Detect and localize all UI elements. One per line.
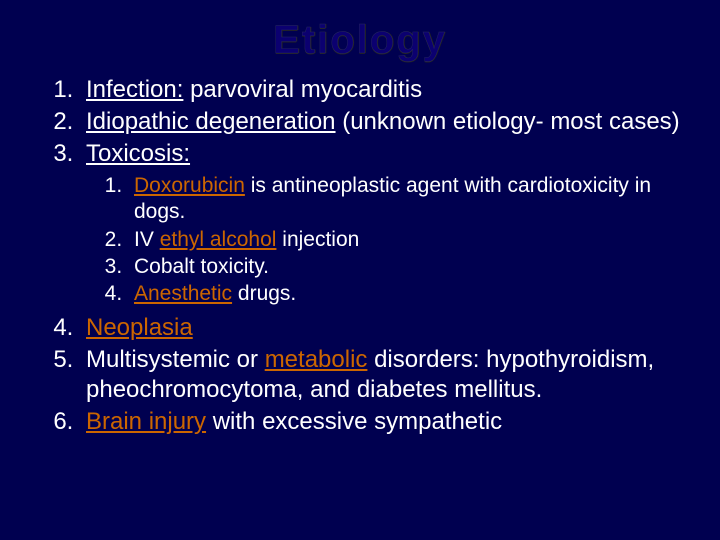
sub-anesthetic-text: drugs. [232,282,296,305]
item-multisystemic-pre: Multisystemic or [86,346,265,373]
item-toxicosis-label: Toxicosis: [86,140,190,167]
sub-cobalt: Cobalt toxicity. [128,254,690,280]
sub-ethyl-post: injection [276,228,359,251]
item-neoplasia-label: Neoplasia [86,314,193,341]
item-neoplasia: Neoplasia [80,313,690,343]
item-idiopathic-label: Idiopathic degeneration [86,108,336,135]
item-infection-text: parvoviral myocarditis [183,76,422,103]
item-idiopathic-text: (unknown etiology- most cases) [336,108,680,135]
item-infection: Infection: parvoviral myocarditis [80,75,690,105]
sub-cobalt-text: Cobalt toxicity. [134,255,269,278]
sub-ethyl-pre: IV [134,228,160,251]
sub-anesthetic: Anesthetic drugs. [128,281,690,307]
slide-title: Etiology [0,0,720,63]
sub-doxorubicin-term: Doxorubicin [134,174,245,197]
item-infection-label: Infection: [86,76,183,103]
slide-body: Infection: parvoviral myocarditis Idiopa… [0,63,720,437]
item-toxicosis: Toxicosis: Doxorubicin is antineoplastic… [80,139,690,307]
sub-ethyl-alcohol: IV ethyl alcohol injection [128,227,690,253]
sub-anesthetic-term: Anesthetic [134,282,232,305]
item-idiopathic: Idiopathic degeneration (unknown etiolog… [80,107,690,137]
item-brain-text: with excessive sympathetic [206,408,502,435]
item-multisystemic: Multisystemic or metabolic disorders: hy… [80,345,690,405]
sub-doxorubicin: Doxorubicin is antineoplastic agent with… [128,173,690,226]
item-multisystemic-term: metabolic [265,346,368,373]
main-list: Infection: parvoviral myocarditis Idiopa… [30,75,690,437]
item-brain-injury: Brain injury with excessive sympathetic [80,407,690,437]
sub-ethyl-term: ethyl alcohol [160,228,277,251]
item-brain-term: Brain injury [86,408,206,435]
toxicosis-sublist: Doxorubicin is antineoplastic agent with… [86,173,690,307]
